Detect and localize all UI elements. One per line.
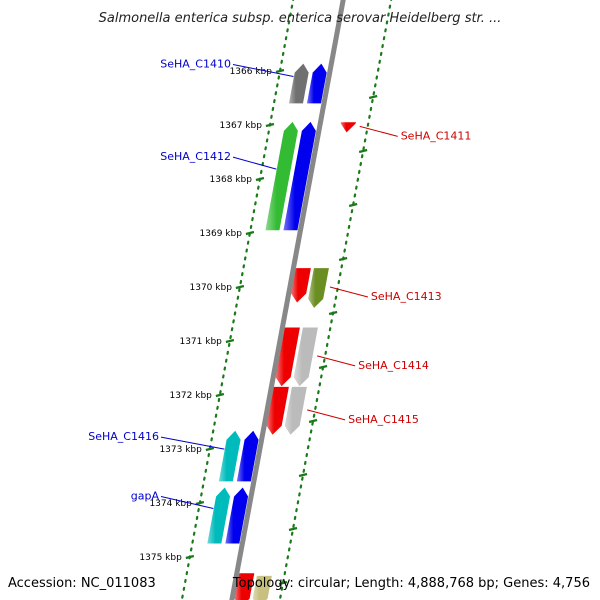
gene-label-seha_c1413[interactable]: SeHA_C1413 (371, 290, 442, 303)
tick-mark (205, 446, 215, 452)
gene-label-seha_c1416[interactable]: SeHA_C1416 (88, 430, 159, 443)
gene-arrow-seha_c1411[interactable] (340, 122, 356, 133)
gene-labels: SeHA_C1410 SeHA_C1411 SeHA_C1412 SeHA_C1413… (88, 58, 471, 509)
gene-arrow-seha_c1412[interactable] (265, 121, 298, 231)
tick-mark (245, 230, 255, 236)
gene-features (207, 63, 356, 600)
tick-label: 1368 kbp (210, 175, 253, 185)
tick-mark (265, 122, 275, 128)
tick-label: 1373 kbp (159, 445, 202, 455)
gene-label-seha_c1412[interactable]: SeHA_C1412 (160, 150, 231, 163)
tick-mark (235, 284, 245, 290)
dotted-guide-tracks (180, 0, 393, 600)
gene-arrow-red-15[interactable] (234, 573, 255, 600)
gene-arrow-red-9[interactable] (266, 386, 289, 435)
tick-label: 1374 kbp (149, 499, 192, 509)
tick-label: 1367 kbp (220, 121, 263, 131)
sequence-backbone (229, 0, 346, 600)
accession-text: Accession: NC_011083 (8, 576, 156, 591)
gene-arrow-gapa[interactable] (207, 487, 231, 544)
map-title: Salmonella enterica subsp. enterica sero… (99, 11, 502, 26)
gene-label-gapa[interactable]: gapA (131, 490, 160, 503)
gene-arrow-seha_c1415[interactable] (284, 386, 307, 435)
gene-arrow-red-5[interactable] (291, 268, 311, 303)
gene-arrow-blue-4[interactable] (283, 121, 316, 231)
gene-arrow-seha_c1414[interactable] (293, 327, 318, 387)
coordinate-ticks: 1366 kbp 1367 kbp 1368 kbp 1369 kbp 1370 kbp… (139, 67, 378, 586)
gene-arrow-blue-12[interactable] (236, 430, 259, 482)
gene-label-seha_c1415[interactable]: SeHA_C1415 (348, 413, 419, 426)
gene-arrow-blue-14[interactable] (225, 487, 249, 544)
tick-mark (275, 68, 285, 74)
tick-mark (255, 176, 265, 182)
tick-mark (225, 338, 235, 344)
tick-label: 1369 kbp (200, 229, 243, 239)
gene-arrow-tan-16[interactable] (252, 575, 272, 600)
gene-arrow-seha_c1413[interactable] (308, 268, 329, 308)
topology-text: Topology: circular; Length: 4,888,768 bp… (232, 576, 590, 591)
tick-mark (195, 500, 205, 506)
tick-label: 1366 kbp (230, 67, 273, 77)
gene-arrow-blue-1[interactable] (306, 63, 327, 104)
tick-mark (215, 392, 225, 398)
backbone-line (229, 0, 346, 600)
right-dotted-track (278, 0, 393, 600)
gene-label-seha_c1414[interactable]: SeHA_C1414 (358, 359, 429, 372)
gene-label-seha_c1410[interactable]: SeHA_C1410 (160, 58, 231, 71)
gene-arrow-red-7[interactable] (275, 327, 300, 387)
tick-label: 1371 kbp (179, 337, 222, 347)
left-dotted-track (180, 0, 295, 600)
tick-label: 1370 kbp (190, 283, 233, 293)
gene-arrow-seha_c1416[interactable] (218, 430, 241, 482)
gene-arrow-seha_c1410[interactable] (288, 63, 309, 104)
tick-label: 1372 kbp (169, 391, 212, 401)
tick-label: 1375 kbp (139, 553, 182, 563)
tick-mark (185, 554, 195, 560)
gene-label-seha_c1411[interactable]: SeHA_C1411 (401, 129, 472, 142)
